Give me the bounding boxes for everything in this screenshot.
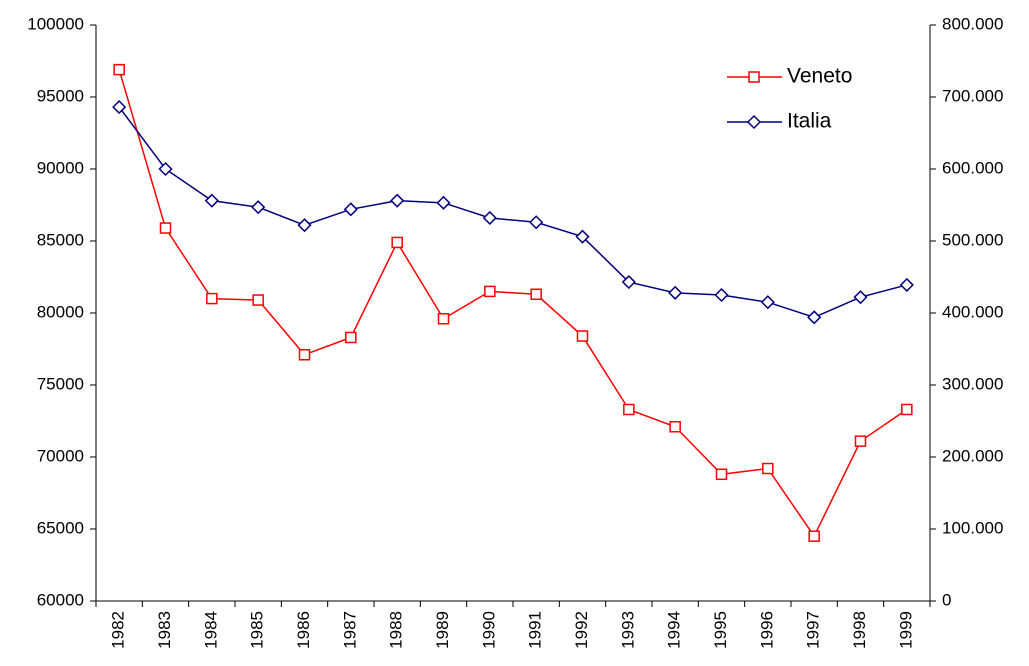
marker [807, 310, 822, 325]
y2-tick-label: 300.000 [942, 374, 1003, 393]
marker [714, 287, 729, 303]
marker [746, 114, 762, 130]
marker [345, 331, 357, 344]
marker [669, 421, 681, 433]
marker [252, 294, 264, 306]
x-tick-label: 1986 [294, 611, 313, 649]
marker [343, 202, 358, 217]
marker [484, 285, 496, 298]
x-tick-label: 1998 [850, 611, 869, 649]
marker [668, 285, 683, 300]
y-tick-label: 100000 [27, 14, 84, 33]
marker [436, 195, 451, 210]
marker [159, 222, 172, 234]
marker [901, 403, 913, 416]
y-tick-label: 80000 [37, 302, 84, 321]
y-tick-label: 60000 [37, 590, 84, 609]
y2-tick-label: 800.000 [942, 14, 1003, 33]
marker [529, 215, 544, 230]
x-tick-label: 1985 [248, 611, 267, 649]
marker [575, 229, 590, 244]
y-tick-label: 65000 [37, 518, 84, 537]
y2-tick-label: 200.000 [942, 446, 1003, 465]
legend-label: Italia [787, 110, 832, 133]
marker [437, 313, 450, 325]
x-tick-label: 1990 [479, 611, 498, 649]
marker [297, 218, 312, 233]
x-tick-label: 1993 [618, 611, 637, 649]
marker [204, 193, 219, 208]
marker [391, 236, 403, 249]
y2-tick-label: 500.000 [942, 230, 1003, 249]
marker [576, 330, 589, 342]
marker [760, 295, 775, 310]
x-tick-label: 1997 [804, 611, 823, 649]
y2-tick-label: 700.000 [942, 86, 1003, 105]
marker [251, 200, 266, 215]
y-tick-label: 75000 [37, 374, 84, 393]
y-tick-label: 90000 [37, 158, 84, 177]
marker [899, 277, 914, 292]
y-tick-label: 70000 [37, 446, 84, 465]
x-tick-label: 1983 [155, 611, 174, 649]
marker [623, 403, 635, 416]
marker [530, 288, 542, 301]
marker [206, 292, 218, 305]
marker [853, 290, 868, 305]
marker [112, 100, 127, 115]
marker [621, 274, 636, 290]
y-tick-label: 95000 [37, 86, 84, 105]
marker [390, 193, 405, 208]
series-line [118, 69, 908, 538]
y2-tick-label: 100.000 [942, 518, 1003, 537]
legend-label: Veneto [787, 65, 852, 88]
marker [808, 530, 820, 542]
x-tick-label: 1994 [665, 611, 684, 649]
series-line [118, 106, 908, 319]
x-tick-label: 1989 [433, 611, 452, 649]
y2-tick-label: 400.000 [942, 302, 1003, 321]
x-tick-label: 1996 [757, 611, 776, 649]
x-tick-label: 1991 [526, 611, 545, 649]
x-tick-label: 1988 [387, 611, 406, 649]
marker [715, 468, 728, 481]
x-tick-label: 1984 [201, 611, 220, 649]
marker [748, 71, 760, 83]
marker [854, 435, 867, 447]
marker [762, 462, 774, 475]
y2-tick-label: 0 [942, 590, 951, 609]
x-tick-label: 1992 [572, 611, 591, 649]
x-tick-label: 1982 [109, 611, 128, 649]
x-tick-label: 1999 [896, 611, 915, 649]
x-tick-label: 1995 [711, 611, 730, 649]
x-tick-label: 1987 [340, 611, 359, 649]
marker [482, 210, 497, 226]
y-tick-label: 85000 [37, 230, 84, 249]
y2-tick-label: 600.000 [942, 158, 1003, 177]
marker [158, 161, 173, 177]
marker [113, 63, 125, 76]
marker [298, 349, 311, 361]
